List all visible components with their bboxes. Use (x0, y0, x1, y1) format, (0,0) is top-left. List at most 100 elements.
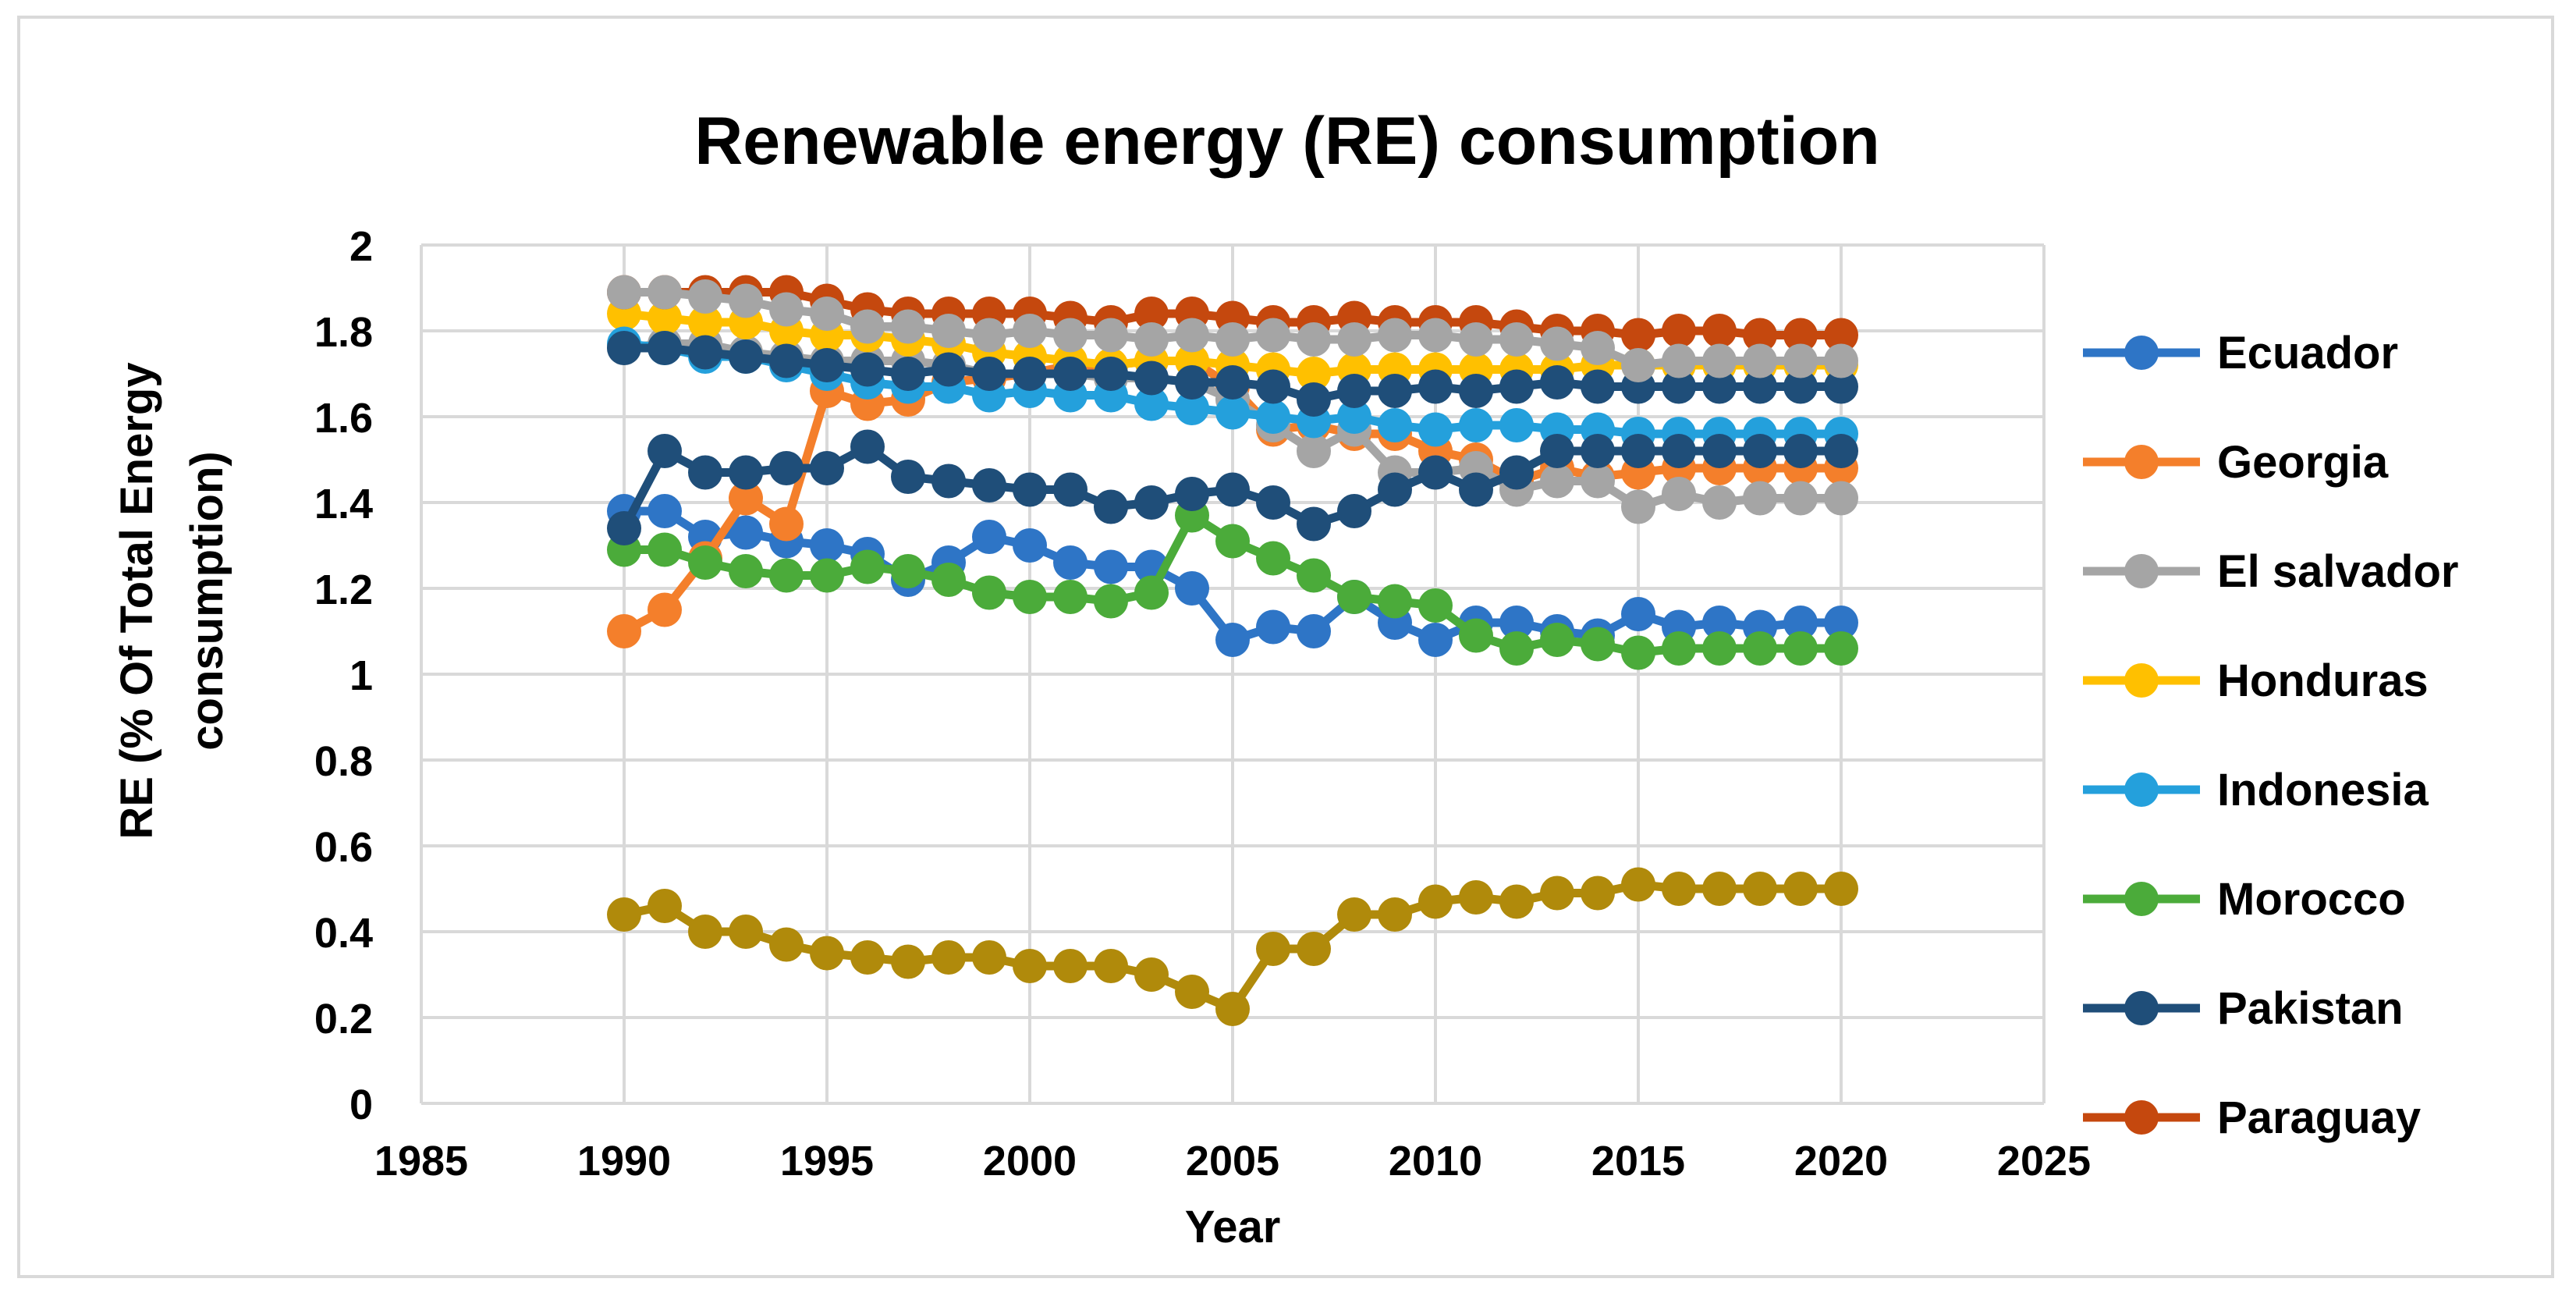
legend-item: Ecuador (2083, 328, 2398, 378)
data-point (1499, 455, 1534, 490)
legend-label: Morocco (2217, 874, 2406, 925)
data-point (1094, 357, 1128, 391)
y-axis-label-line-2: consumption) (182, 451, 232, 750)
data-point (648, 275, 682, 310)
data-point (1053, 472, 1088, 507)
data-point (1702, 434, 1737, 468)
data-point (1175, 975, 1209, 1009)
data-point (1581, 464, 1615, 499)
data-point (607, 275, 641, 310)
legend-swatch-marker (2124, 445, 2159, 479)
data-point (1053, 318, 1088, 353)
data-point (1783, 606, 1818, 640)
data-point (1337, 400, 1371, 434)
data-point (648, 434, 682, 468)
y-tick-label: 0.6 (314, 824, 373, 871)
legend-swatch-marker (2124, 554, 2159, 588)
data-point (1743, 481, 1777, 516)
data-point (972, 520, 1006, 554)
legend-label: Pakistan (2217, 983, 2404, 1034)
data-point (1824, 481, 1858, 516)
data-point (1094, 584, 1128, 619)
data-point (1337, 494, 1371, 528)
data-point (1662, 872, 1696, 906)
data-point (1581, 331, 1615, 365)
data-point (1378, 897, 1412, 932)
legend-label: Georgia (2217, 437, 2389, 488)
data-point (810, 936, 844, 971)
data-point (810, 297, 844, 331)
tick-labels: 0 0.2 0.4 0.6 0.8 1 1.2 1.4 1.6 1.8 2 1985 1990 1995 2… (314, 223, 2091, 1185)
data-point (688, 335, 722, 370)
data-point (810, 348, 844, 382)
data-point (1337, 374, 1371, 408)
data-point (1702, 606, 1737, 640)
data-point (1743, 434, 1777, 468)
data-point (1702, 314, 1737, 348)
data-point (931, 563, 966, 597)
data-point (1540, 326, 1574, 361)
data-point (607, 614, 641, 648)
data-point (729, 915, 763, 949)
data-point (891, 944, 925, 979)
data-point (1134, 575, 1169, 610)
data-point (1297, 357, 1331, 391)
data-point (729, 515, 763, 550)
data-point (729, 455, 763, 490)
legend-label: Ecuador (2217, 328, 2398, 378)
data-point (1175, 477, 1209, 511)
data-point (1013, 580, 1047, 614)
x-tick-label: 2010 (1389, 1138, 1482, 1185)
data-point (1215, 623, 1250, 657)
data-point (1581, 434, 1615, 468)
data-point (1134, 297, 1169, 331)
data-point (1297, 558, 1331, 593)
legend-item: El salvador (2083, 546, 2458, 597)
data-point (1378, 318, 1412, 353)
data-point (850, 549, 885, 584)
data-point (1256, 609, 1290, 645)
data-point (850, 940, 885, 975)
data-point (1824, 631, 1858, 666)
data-point (1094, 318, 1128, 353)
data-point (1256, 485, 1290, 520)
data-point (1824, 318, 1858, 353)
data-point (1459, 322, 1493, 357)
data-point (1824, 434, 1858, 468)
legend-swatch-marker (2124, 773, 2159, 807)
data-point (1013, 314, 1047, 348)
data-point (769, 558, 804, 593)
data-point (1702, 485, 1737, 520)
data-point (1783, 481, 1818, 516)
data-point (1297, 322, 1331, 357)
data-point (850, 429, 885, 464)
series-el-salvador-upper- (607, 275, 1858, 382)
data-point (1743, 631, 1777, 666)
data-point (688, 545, 722, 580)
data-point (1499, 884, 1534, 919)
data-point (607, 331, 641, 365)
data-point (1297, 382, 1331, 417)
data-point (1175, 318, 1209, 353)
y-tick-label: 1.4 (314, 481, 373, 527)
data-point (1540, 365, 1574, 400)
x-tick-label: 1985 (374, 1138, 468, 1185)
data-point (648, 532, 682, 567)
series-pakistan-upper- (607, 331, 1858, 417)
data-point (972, 940, 1006, 975)
data-point (1256, 400, 1290, 434)
data-point (769, 343, 804, 378)
data-point (1134, 957, 1169, 992)
x-tick-label: 2000 (983, 1138, 1077, 1185)
data-point (1094, 489, 1128, 524)
data-point (769, 927, 804, 962)
data-point (1459, 472, 1493, 507)
legend: Ecuador Georgia El salvador Honduras Indones… (2083, 328, 2458, 1143)
data-point (891, 460, 925, 494)
data-point (1540, 623, 1574, 657)
data-point (972, 575, 1006, 610)
data-point (1499, 369, 1534, 404)
y-tick-label: 0 (349, 1082, 373, 1128)
x-tick-label: 1990 (577, 1138, 671, 1185)
data-point (1378, 584, 1412, 619)
